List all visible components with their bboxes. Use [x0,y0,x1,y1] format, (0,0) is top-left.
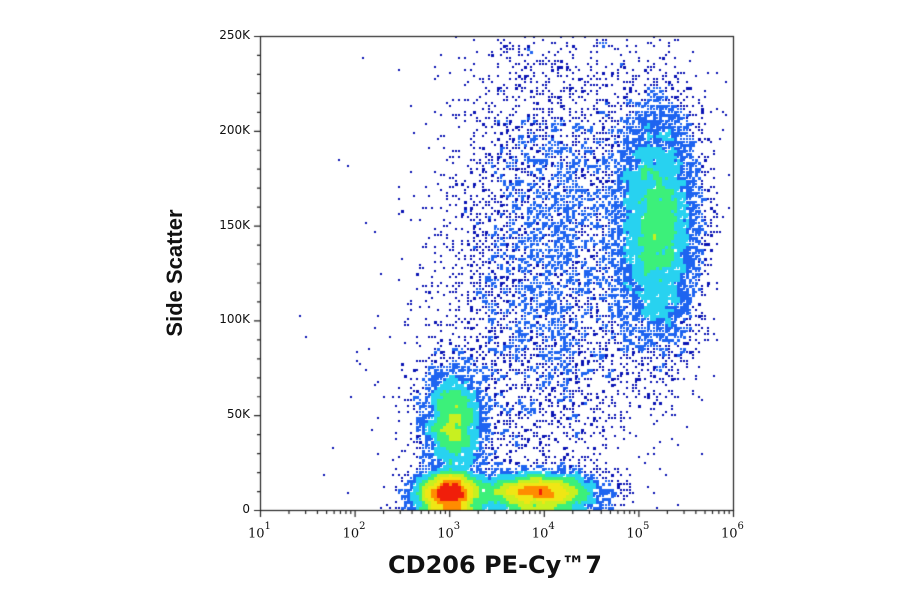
x-tick-label: 104 [531,521,555,542]
x-tick-label: 103 [437,521,461,542]
y-tick-label: 200K [219,122,250,137]
x-tick-label: 102 [342,521,366,542]
y-tick-label: 50K [226,407,250,422]
y-axis-title: Side Scatter [162,209,187,337]
x-tick-label: 106 [721,521,744,542]
y-tick-label: 250K [219,28,250,42]
x-tick-label: 105 [626,521,650,542]
y-tick-label: 100K [219,312,250,327]
y-tick-label: 150K [219,217,250,232]
x-tick-label: 101 [248,521,271,542]
y-tick-label: 0 [242,502,250,516]
x-axis-title: CD206 PE-Cy™7 [388,551,602,579]
